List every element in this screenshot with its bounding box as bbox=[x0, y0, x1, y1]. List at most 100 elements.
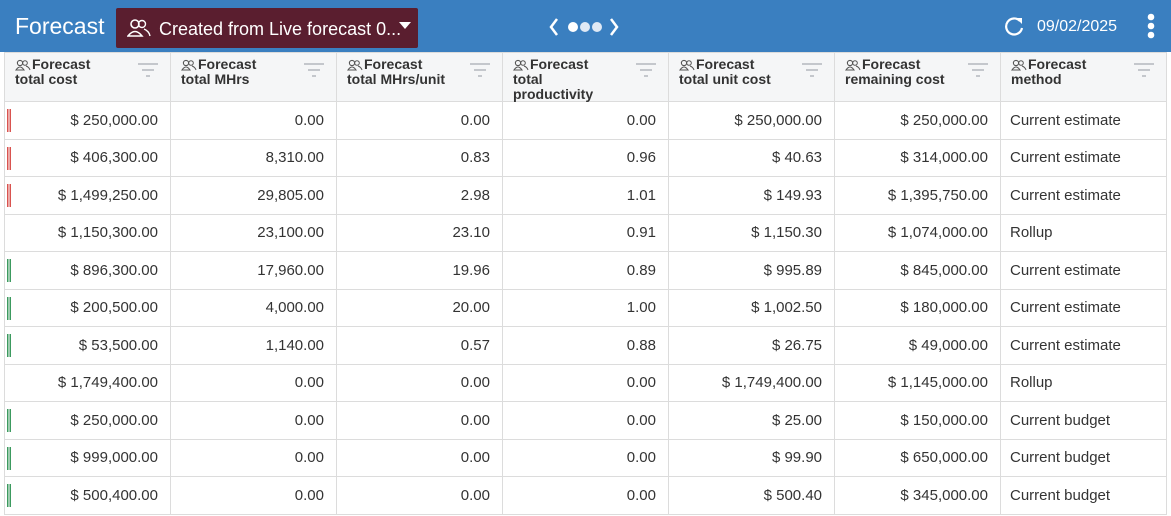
pager[interactable] bbox=[546, 16, 626, 40]
cell: Current estimate bbox=[1000, 101, 1167, 140]
cell: $ 26.75 bbox=[668, 326, 835, 365]
people-icon bbox=[512, 59, 529, 71]
cell: 0.00 bbox=[170, 438, 337, 477]
cell: $ 99.90 bbox=[668, 438, 835, 477]
column-title: Forecast total cost bbox=[15, 56, 91, 87]
cell: Rollup bbox=[1000, 363, 1167, 402]
refresh-icon[interactable] bbox=[1002, 15, 1026, 39]
forecast-dropdown[interactable]: Created from Live forecast 0... bbox=[116, 8, 418, 48]
cell: $ 200,500.00 bbox=[4, 288, 171, 327]
cell: Current budget bbox=[1000, 438, 1167, 477]
column-title: Forecast total productivity bbox=[513, 56, 594, 102]
table-row[interactable]: $ 999,000.00 0.00 0.00 0.00 $ 99.90 $ 650,000… bbox=[4, 438, 1167, 477]
cell: $ 1,395,750.00 bbox=[834, 176, 1001, 215]
cell: $ 180,000.00 bbox=[834, 288, 1001, 327]
row-flag bbox=[7, 259, 11, 282]
cell: $ 250,000.00 bbox=[4, 101, 171, 140]
cell: 1,140.00 bbox=[170, 326, 337, 365]
cell: 8,310.00 bbox=[170, 138, 337, 177]
row-flag bbox=[7, 446, 11, 470]
cell: 20.00 bbox=[336, 288, 503, 327]
column-header[interactable]: Forecast total cost bbox=[4, 52, 171, 102]
filter-icon[interactable] bbox=[138, 63, 158, 77]
column-title: Forecast total MHrs bbox=[181, 56, 257, 87]
cell: 0.00 bbox=[170, 363, 337, 402]
column-header[interactable]: Forecast remaining cost bbox=[834, 52, 1001, 102]
cell: 17,960.00 bbox=[170, 251, 337, 290]
filter-icon[interactable] bbox=[1134, 63, 1154, 77]
row-flag bbox=[7, 334, 11, 357]
cell: $ 1,150.30 bbox=[668, 213, 835, 252]
cell: 23.10 bbox=[336, 213, 503, 252]
caret bbox=[399, 22, 411, 29]
cell: 0.00 bbox=[336, 476, 503, 515]
filter-icon[interactable] bbox=[470, 63, 490, 77]
people-icon bbox=[180, 59, 197, 71]
column-header[interactable]: Forecast method bbox=[1000, 52, 1167, 102]
more-menu[interactable] bbox=[1146, 13, 1156, 41]
cell: $ 150,000.00 bbox=[834, 401, 1001, 440]
cell: $ 1,150,300.00 bbox=[4, 213, 171, 252]
cell: 0.00 bbox=[502, 401, 669, 440]
cell: $ 49,000.00 bbox=[834, 326, 1001, 365]
cell: $ 250,000.00 bbox=[668, 101, 835, 140]
cell: 0.00 bbox=[170, 101, 337, 140]
cell: Current budget bbox=[1000, 401, 1167, 440]
table: Forecast total cost Forecast total MHrs Fo… bbox=[4, 52, 1167, 515]
cell: Current estimate bbox=[1000, 138, 1167, 177]
cell: $ 53,500.00 bbox=[4, 326, 171, 365]
cell: 0.00 bbox=[170, 476, 337, 515]
column-header[interactable]: Forecast total productivity bbox=[502, 52, 669, 102]
cell: 0.57 bbox=[336, 326, 503, 365]
cell: 0.00 bbox=[336, 363, 503, 402]
filter-icon[interactable] bbox=[636, 63, 656, 77]
table-row[interactable]: $ 896,300.00 17,960.00 19.96 0.89 $ 995.89 $ … bbox=[4, 251, 1167, 290]
table-row[interactable]: $ 200,500.00 4,000.00 20.00 1.00 $ 1,002.50 $… bbox=[4, 288, 1167, 327]
row-flag bbox=[7, 296, 11, 320]
cell: $ 1,749,400.00 bbox=[668, 363, 835, 402]
table-row[interactable]: $ 1,499,250.00 29,805.00 2.98 1.01 $ 149.93 $… bbox=[4, 176, 1167, 215]
cell: 0.96 bbox=[502, 138, 669, 177]
cell: $ 500.40 bbox=[668, 476, 835, 515]
cell: $ 1,145,000.00 bbox=[834, 363, 1001, 402]
cell: 4,000.00 bbox=[170, 288, 337, 327]
filter-icon[interactable] bbox=[304, 63, 324, 77]
table-row[interactable]: $ 1,150,300.00 23,100.00 23.10 0.91 $ 1,150.… bbox=[4, 213, 1167, 252]
cell: $ 650,000.00 bbox=[834, 438, 1001, 477]
filter-icon[interactable] bbox=[802, 63, 822, 77]
column-title: Forecast total MHrs/unit bbox=[347, 56, 445, 87]
table-row[interactable]: $ 53,500.00 1,140.00 0.57 0.88 $ 26.75 $ 49,0… bbox=[4, 326, 1167, 365]
cell: 29,805.00 bbox=[170, 176, 337, 215]
cell: $ 25.00 bbox=[668, 401, 835, 440]
cell: $ 845,000.00 bbox=[834, 251, 1001, 290]
table-row[interactable]: $ 406,300.00 8,310.00 0.83 0.96 $ 40.63 $ 314… bbox=[4, 138, 1167, 177]
row-flag bbox=[7, 184, 11, 207]
cell: 1.01 bbox=[502, 176, 669, 215]
cell: 0.00 bbox=[502, 476, 669, 515]
table-row[interactable]: $ 250,000.00 0.00 0.00 0.00 $ 250,000.00 $ 25… bbox=[4, 101, 1167, 140]
table-row[interactable]: $ 250,000.00 0.00 0.00 0.00 $ 25.00 $ 150,000… bbox=[4, 401, 1167, 440]
table-row[interactable]: $ 500,400.00 0.00 0.00 0.00 $ 500.40 $ 345,00… bbox=[4, 476, 1167, 515]
cell: $ 250,000.00 bbox=[4, 401, 171, 440]
cell: $ 1,749,400.00 bbox=[4, 363, 171, 402]
cell: $ 1,499,250.00 bbox=[4, 176, 171, 215]
cell: Current estimate bbox=[1000, 251, 1167, 290]
column-title: Forecast remaining cost bbox=[845, 56, 945, 87]
row-flag bbox=[7, 484, 11, 507]
header-row: Forecast total cost Forecast total MHrs Fo… bbox=[4, 52, 1167, 102]
column-header[interactable]: Forecast total unit cost bbox=[668, 52, 835, 102]
cell: $ 500,400.00 bbox=[4, 476, 171, 515]
row-flag bbox=[7, 109, 11, 132]
cell: 0.00 bbox=[502, 438, 669, 477]
cell: Current budget bbox=[1000, 476, 1167, 515]
column-header[interactable]: Forecast total MHrs/unit bbox=[336, 52, 503, 102]
cell: 0.89 bbox=[502, 251, 669, 290]
cell: $ 40.63 bbox=[668, 138, 835, 177]
column-header[interactable]: Forecast total MHrs bbox=[170, 52, 337, 102]
cell: $ 149.93 bbox=[668, 176, 835, 215]
cell: 0.00 bbox=[502, 101, 669, 140]
cell: 1.00 bbox=[502, 288, 669, 327]
table-row[interactable]: $ 1,749,400.00 0.00 0.00 0.00 $ 1,749,400.00… bbox=[4, 363, 1167, 402]
filter-icon[interactable] bbox=[968, 63, 988, 77]
